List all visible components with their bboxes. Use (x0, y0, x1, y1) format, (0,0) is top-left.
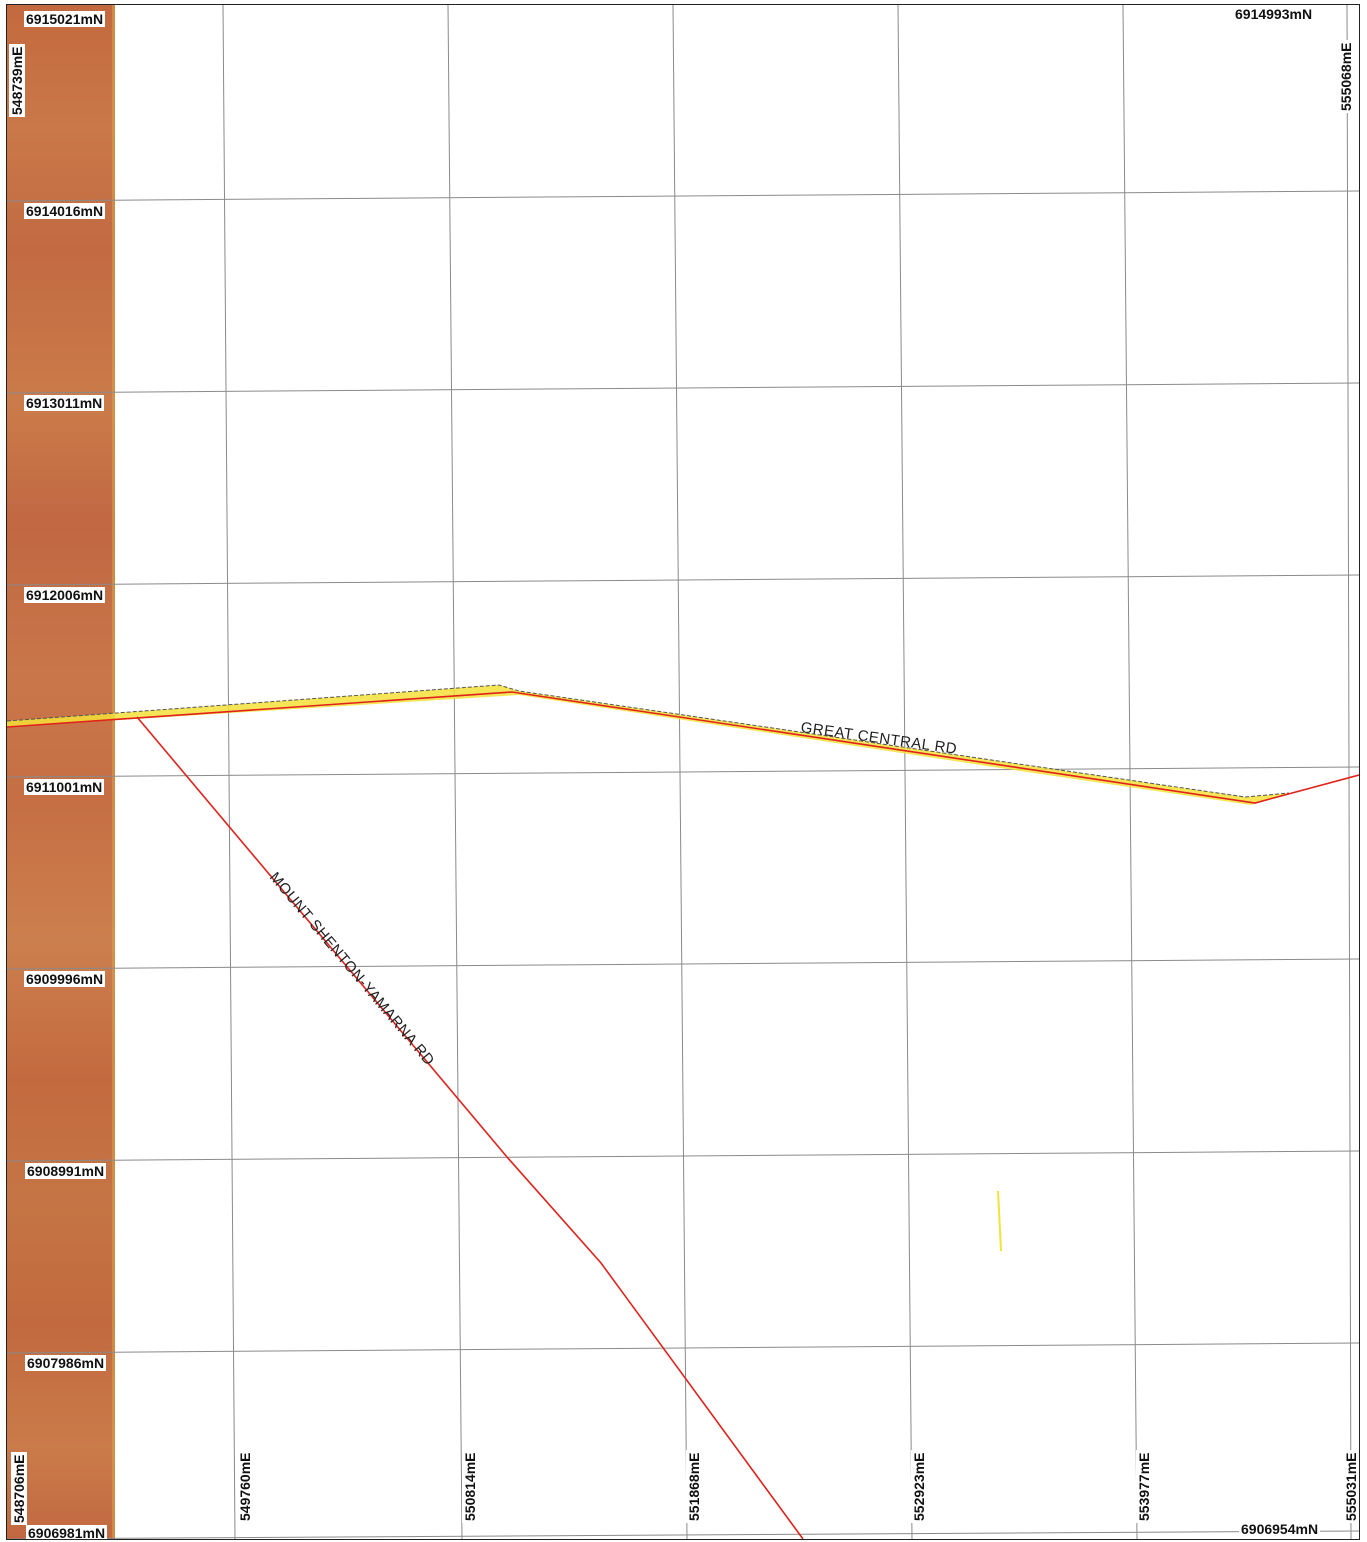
northing-label: 6913011mN (24, 395, 105, 411)
easting-label: 548706mE (11, 1452, 27, 1525)
mount-shenton-yamarna-road (136, 716, 804, 1539)
northing-label: 6915021mN (24, 11, 106, 27)
grid-easting-line (1122, 5, 1138, 1539)
northing-label: 6912006mN (24, 587, 106, 603)
northing-label: 6907986mN (25, 1355, 107, 1371)
road-centreline (7, 691, 1359, 804)
easting-label: 549760mE (237, 1450, 253, 1523)
grid-easting-line (1346, 5, 1352, 1539)
northing-label: 6914016mN (24, 203, 106, 219)
easting-label: 552923mE (911, 1450, 927, 1523)
satellite-imagery-strip (7, 5, 115, 1539)
grid-easting-line (897, 5, 913, 1539)
road-reserve-outline (7, 684, 1290, 798)
road-reserve-fill (7, 685, 1289, 805)
grid-northing-line (7, 1342, 1359, 1354)
northing-label: 6906981mN (26, 1525, 108, 1540)
easting-label: 555031mE (1343, 1450, 1359, 1523)
grid-northing-line (7, 1150, 1359, 1162)
road-centreline (136, 716, 804, 1539)
grid-northing-line (7, 190, 1359, 202)
northing-label-top-right: 6914993mN (1233, 6, 1315, 22)
map-canvas (7, 5, 1359, 1539)
northing-label: 6911001mN (24, 779, 105, 795)
grid-easting-line (222, 5, 236, 1539)
easting-label-top-right: 555068mE (1338, 40, 1354, 113)
easting-label: 550814mE (462, 1450, 478, 1523)
grid-easting-line (447, 5, 463, 1539)
northing-label: 6909996mN (24, 971, 106, 987)
easting-label: 553977mE (1136, 1450, 1152, 1523)
grid-northing-line (7, 958, 1359, 970)
great-central-road (7, 684, 1359, 805)
easting-label-top-left: 548739mE (9, 44, 25, 117)
northing-label-bottom-right: 6906954mN (1239, 1521, 1321, 1537)
map-frame: 6915021mN 6914016mN 6913011mN 6912006mN … (6, 4, 1360, 1540)
grid-northing-line (7, 382, 1359, 394)
yellow-feature-line (997, 1190, 1002, 1252)
grid-northing-line (7, 766, 1359, 778)
grid-northing-line (7, 1530, 1359, 1539)
northing-label: 6908991mN (25, 1163, 107, 1179)
easting-label: 551868mE (686, 1450, 702, 1523)
grid-lines (7, 5, 1359, 1539)
grid-northing-line (7, 574, 1359, 586)
